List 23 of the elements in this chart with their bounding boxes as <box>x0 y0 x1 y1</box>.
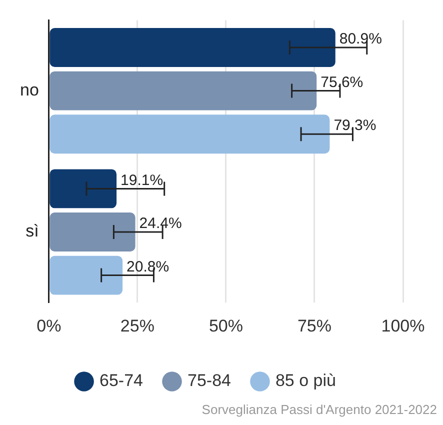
legend-label: 65-74 <box>100 371 144 390</box>
y-tick-label: no <box>20 80 39 100</box>
y-tick-label: sì <box>26 222 39 241</box>
bar <box>50 28 336 67</box>
bar <box>50 114 330 154</box>
x-tick-label: 0% <box>36 316 62 336</box>
data-label: 20.8% <box>126 258 170 276</box>
x-tick-label: 50% <box>208 316 243 336</box>
text: Sorveglianza Passi d'Argento 2021-2022 <box>202 402 437 417</box>
x-tick-label: 75% <box>297 316 332 336</box>
data-label: 75.6% <box>320 74 364 91</box>
bar <box>50 256 123 295</box>
x-tick-label: 100% <box>381 316 425 336</box>
bar <box>50 212 136 252</box>
data-label: 80.9% <box>339 30 382 48</box>
x-tick-label: 25% <box>120 316 154 336</box>
data-label: 19.1% <box>120 172 164 189</box>
legend-label: 75-84 <box>188 371 231 390</box>
legend-label: 85 o più <box>275 371 336 390</box>
bar <box>50 169 117 208</box>
data-label: 24.4% <box>139 215 182 232</box>
data-label: 79.3% <box>334 117 376 134</box>
bar <box>50 71 317 110</box>
